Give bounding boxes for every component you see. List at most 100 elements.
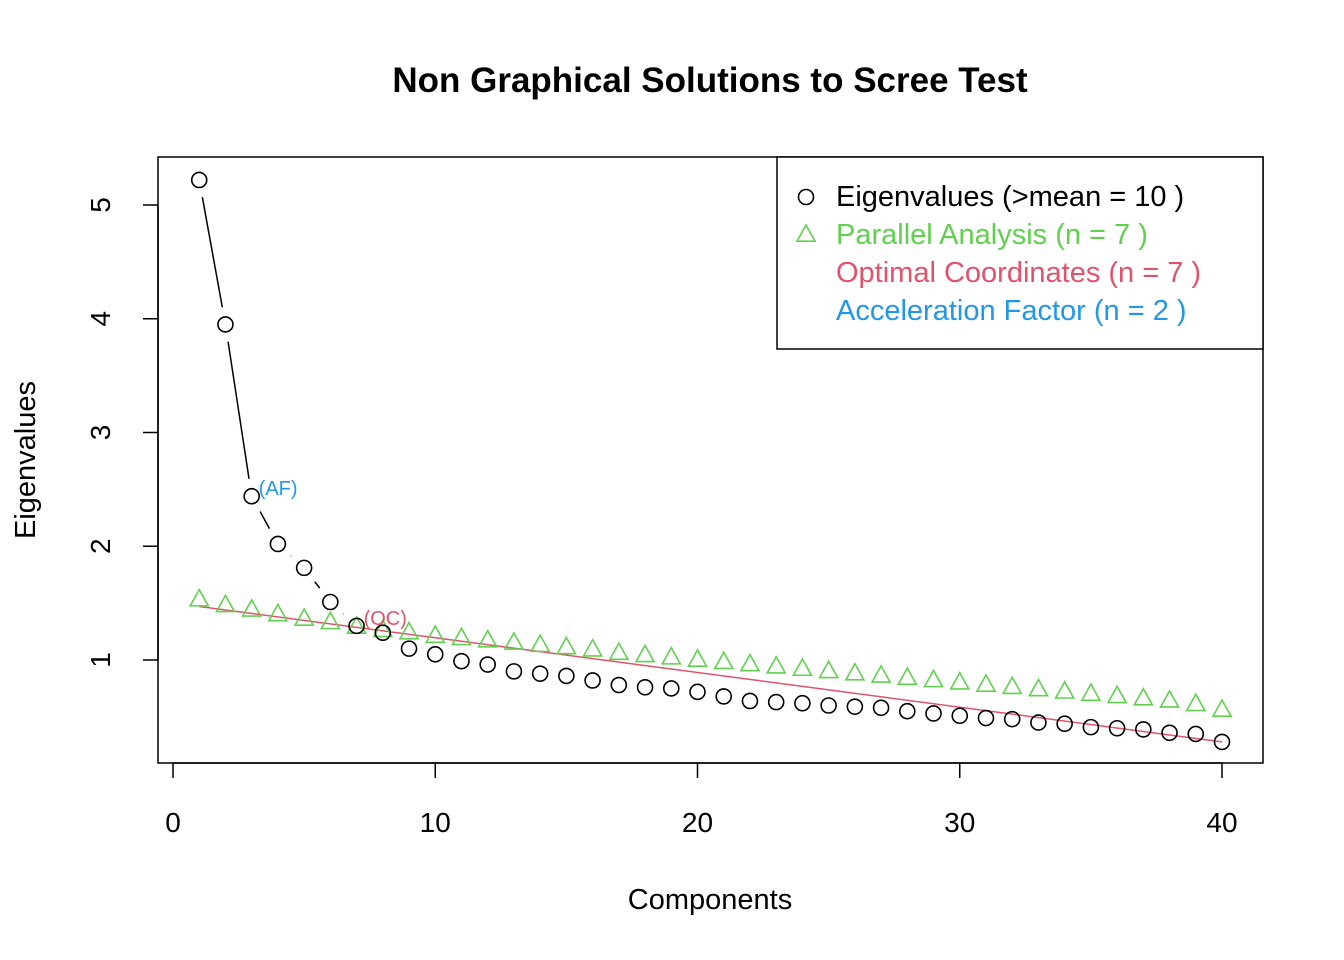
parallel-analysis-point [556, 635, 577, 655]
x-tick-label: 20 [682, 807, 713, 838]
eigenvalue-point [322, 593, 339, 611]
eigenvalue-point [348, 617, 365, 635]
eigenvalue-point [794, 694, 811, 712]
parallel-analysis-point [398, 621, 420, 640]
eigenvalue-point [610, 676, 628, 694]
eigenvalue-point [1030, 714, 1047, 731]
eigenvalue-point [190, 171, 208, 189]
parallel-analysis-point [582, 638, 603, 657]
eigenvalue-point [426, 646, 444, 663]
x-tick-label: 30 [944, 807, 975, 838]
optimal-coordinates-line [199, 605, 1223, 743]
parallel-analysis-point [215, 593, 236, 613]
eigenvalue-point [584, 672, 601, 689]
parallel-analysis-point [477, 628, 499, 648]
eigenvalue-point [1108, 719, 1126, 737]
parallel-analysis-point [792, 657, 813, 677]
y-tick-label: 5 [85, 197, 116, 213]
y-tick-label: 3 [85, 425, 116, 441]
eigenvalue-point [1161, 724, 1178, 742]
y-tick-label: 4 [85, 311, 116, 327]
x-tick-label: 10 [420, 807, 451, 838]
eigenvalue-point [820, 697, 837, 714]
parallel-analysis-point [975, 673, 997, 692]
eigenvalue-point [1135, 721, 1152, 738]
eigenvalue-point [1056, 715, 1073, 733]
legend-box [776, 156, 1264, 350]
parallel-analysis-point [660, 646, 682, 665]
legend-entry: Eigenvalues (>mean = 10 ) [836, 181, 1184, 213]
eigenvalue-point [243, 487, 260, 505]
y-axis-label: Eigenvalues [10, 381, 42, 539]
eigenvalue-point [400, 640, 418, 657]
parallel-analysis-point [765, 655, 787, 674]
eigenvalue-point [1187, 725, 1205, 743]
legend-entry: Acceleration Factor (n = 2 ) [836, 295, 1187, 327]
parallel-analysis-point [1001, 675, 1023, 695]
parallel-analysis-point [1211, 698, 1233, 718]
scree-line-segment [314, 581, 321, 589]
parallel-analysis-point [188, 588, 210, 607]
marker-label: (AF) [259, 478, 298, 500]
series-layer [188, 171, 1233, 751]
eigenvalue-point [846, 698, 864, 715]
eigenvalue-point [925, 705, 942, 722]
parallel-analysis-point [870, 664, 892, 683]
parallel-analysis-point [1080, 682, 1102, 702]
parallel-analysis-point [241, 598, 263, 617]
parallel-analysis-point [896, 666, 918, 686]
parallel-analysis-point [739, 652, 761, 672]
eigenvalue-point [269, 535, 287, 553]
eigenvalue-point [1213, 733, 1231, 751]
eigenvalue-point [872, 699, 890, 717]
parallel-analysis-point [1054, 680, 1076, 699]
parallel-analysis-point [713, 650, 735, 670]
parallel-analysis-point [451, 626, 472, 646]
y-tick-label: 1 [85, 652, 116, 668]
eigenvalue-point [558, 667, 575, 685]
parallel-analysis-point [818, 659, 839, 679]
parallel-analysis-point [293, 607, 315, 627]
eigenvalue-point [977, 709, 995, 727]
parallel-analysis-point [319, 610, 341, 630]
legend-triangle-symbol [795, 223, 817, 242]
scree-line-segment [201, 197, 224, 308]
parallel-analysis-point [424, 624, 446, 644]
annotation-layer: (AF) (OC) [259, 478, 407, 630]
eigenvalue-point [374, 624, 392, 642]
legend-entry: Parallel Analysis (n = 7 ) [836, 219, 1148, 251]
legend-entry: Optimal Coordinates (n = 7 ) [836, 257, 1201, 289]
x-tick-label: 40 [1206, 807, 1237, 838]
eigenvalue-point [662, 680, 680, 697]
parallel-analysis-point [844, 661, 866, 681]
eigenvalue-point [1082, 718, 1100, 736]
chart-title: Non Graphical Solutions to Scree Test [392, 61, 1028, 100]
eigenvalue-point [505, 663, 523, 680]
eigenvalue-point [741, 692, 759, 710]
parallel-analysis-point [1159, 689, 1180, 708]
parallel-analysis-point [634, 643, 656, 663]
eigenvalue-point [715, 688, 733, 705]
eigenvalue-point [898, 702, 916, 720]
parallel-analysis-point [503, 631, 525, 650]
y-axis: 1 2 3 4 5 [85, 197, 159, 668]
eigenvalue-point [951, 707, 969, 725]
parallel-analysis-point [687, 648, 708, 667]
parallel-analysis-point [1132, 686, 1154, 706]
legend-circle-symbol [797, 188, 815, 206]
x-tick-label: 0 [165, 807, 181, 838]
eigenvalue-point [217, 316, 234, 333]
eigenvalue-point [531, 665, 549, 682]
parallel-analysis-point [372, 618, 394, 638]
eigenvalue-point [689, 683, 706, 701]
marker-label: (OC) [364, 608, 407, 630]
eigenvalue-point [636, 678, 654, 696]
parallel-analysis-point [267, 602, 289, 622]
y-tick-label: 2 [85, 538, 116, 554]
scree-line-segment [227, 341, 250, 480]
parallel-analysis-point [1028, 677, 1049, 697]
parallel-analysis-point [949, 671, 971, 690]
eigenvalue-point [767, 693, 785, 711]
scree-line-segment [259, 511, 271, 529]
